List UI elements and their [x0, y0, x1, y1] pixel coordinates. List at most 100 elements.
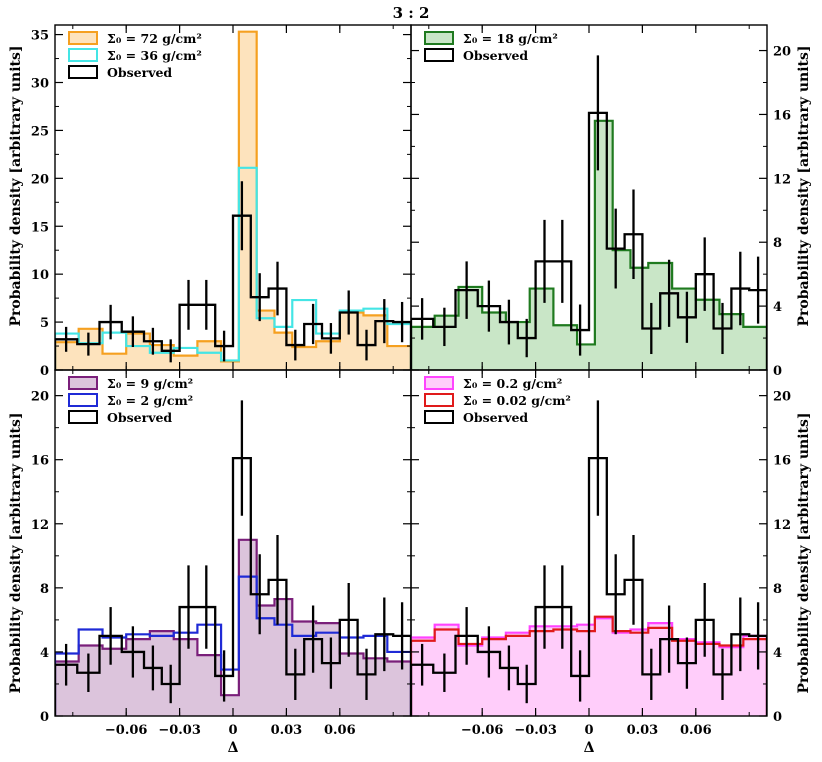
legend-swatch-bottom-right-1 [424, 393, 454, 407]
y-tick-label-bottom-left-4: 16 [31, 454, 49, 469]
y-tick-label-top-right-4: 16 [773, 108, 791, 123]
panel-plot-area [411, 55, 767, 370]
x-axis-title-left: Δ [228, 740, 239, 756]
series-line-top-right-0 [411, 119, 767, 370]
bin-bottom-right-s1-5 [530, 631, 554, 716]
x-tick-label-bottom-left-3: 0.03 [271, 723, 303, 738]
y-tick-label-top-left-6: 30 [31, 77, 49, 92]
legend-label-top-left-1: Σ₀ = 36 g/cm² [107, 48, 202, 63]
bin-top-left-s1-3 [126, 346, 150, 370]
series-line-top-left-1 [55, 166, 411, 370]
bin-bottom-left-s1-13 [340, 638, 364, 716]
y-tick-label-top-left-5: 25 [31, 124, 49, 139]
panel-plot-area [411, 400, 767, 716]
y-tick-label-bottom-left-3: 12 [31, 518, 49, 533]
y-tick-label-bottom-right-4: 16 [773, 454, 791, 469]
legend-bottom-right: Σ₀ = 0.2 g/cm² Σ₀ = 0.02 g/cm² Observed [424, 376, 571, 425]
legend-swatch-bottom-left-2 [68, 410, 98, 424]
legend-label-top-left-0: Σ₀ = 72 g/cm² [107, 31, 202, 46]
bin-top-right-s0-15 [743, 327, 767, 370]
panel-plot-area [55, 30, 411, 370]
figure-title: 3 : 2 [393, 4, 430, 22]
observed-histogram-bottom-left [55, 456, 411, 716]
x-tick-label-bottom-left-2: 0 [228, 723, 237, 738]
legend-label-bottom-right-2: Observed [463, 410, 528, 425]
y-tick-label-top-right-3: 12 [773, 172, 791, 187]
y-tick-label-top-left-7: 35 [31, 29, 49, 44]
bin-bottom-right-s1-12 [672, 641, 696, 716]
legend-swatch-bottom-left-0 [68, 376, 98, 390]
x-axis-title-right: Δ [584, 740, 595, 756]
legend-bottom-left: Σ₀ = 9 g/cm² Σ₀ = 2 g/cm² Observed [68, 376, 193, 425]
y-tick-label-bottom-right-2: 8 [773, 582, 782, 597]
legend-swatch-top-right-1 [424, 48, 454, 62]
y-tick-label-bottom-right-3: 12 [773, 518, 791, 533]
bin-top-right-s0-12 [672, 289, 696, 370]
legend-label-top-right-1: Observed [463, 48, 528, 63]
y-tick-label-bottom-left-1: 4 [40, 646, 49, 661]
y-tick-label-bottom-left-2: 8 [40, 582, 49, 597]
legend-label-bottom-left-0: Σ₀ = 9 g/cm² [107, 376, 193, 391]
bin-top-right-s0-6 [553, 325, 577, 370]
y-axis-title-top-left: Probability density [arbitrary units] [8, 46, 24, 327]
series-line-bottom-right-1 [411, 615, 767, 716]
legend-label-bottom-right-1: Σ₀ = 0.02 g/cm² [463, 393, 571, 408]
y-axis-title-bottom-left: Probability density [arbitrary units] [8, 413, 24, 694]
bin-bottom-left-s1-3 [126, 634, 150, 716]
y-tick-label-bottom-right-5: 20 [773, 390, 791, 405]
legend-swatch-top-left-0 [68, 31, 98, 45]
bin-top-left-s1-9 [257, 318, 275, 370]
x-tick-label-bottom-left-1: −0.03 [158, 723, 201, 738]
bin-bottom-right-s1-9 [613, 631, 631, 716]
legend-top-left: Σ₀ = 72 g/cm² Σ₀ = 36 g/cm² Observed [68, 31, 202, 80]
bin-bottom-left-s1-10 [274, 625, 292, 716]
y-axis-title-top-right: Probability density [arbitrary units] [796, 46, 812, 327]
bin-bottom-right-s1-6 [553, 630, 577, 717]
bin-top-left-s1-1 [79, 343, 103, 370]
observed-histogram-top-right [411, 111, 767, 370]
legend-label-bottom-left-1: Σ₀ = 2 g/cm² [107, 393, 193, 408]
legend-top-right: Σ₀ = 18 g/cm² Observed [424, 31, 558, 63]
legend-label-bottom-right-0: Σ₀ = 0.2 g/cm² [463, 376, 562, 391]
bin-bottom-left-s1-8 [239, 577, 257, 716]
x-tick-label-bottom-right-4: 0.06 [680, 723, 712, 738]
bin-top-left-s1-13 [340, 311, 364, 370]
series-line-bottom-left-1 [55, 575, 411, 716]
x-tick-label-bottom-right-0: −0.06 [461, 723, 504, 738]
bin-bottom-left-s1-5 [174, 633, 198, 716]
bin-bottom-left-s1-12 [316, 633, 340, 716]
legend-swatch-top-right-0 [424, 31, 454, 45]
y-tick-label-top-left-3: 15 [31, 220, 49, 235]
panels-group: 0 5 10 15 20 25 30 35 Σ₀ = 72 g/cm² Σ₀ = 36 g/cm²… [31, 24, 791, 738]
bin-top-left-s1-6 [197, 353, 221, 370]
legend-label-top-left-2: Observed [107, 65, 172, 80]
x-tick-label-bottom-right-2: 0 [584, 723, 593, 738]
y-axis-title-bottom-right: Probability density [arbitrary units] [796, 413, 812, 694]
bin-bottom-right-s1-3 [482, 639, 506, 716]
observed-histogram-bottom-right [411, 456, 767, 716]
bin-top-right-s0-13 [696, 300, 720, 370]
y-tick-label-top-right-5: 20 [773, 45, 791, 60]
x-tick-label-bottom-right-3: 0.03 [627, 723, 659, 738]
x-tick-label-bottom-right-1: −0.03 [514, 723, 557, 738]
bin-top-right-s0-5 [530, 289, 554, 370]
legend-swatch-bottom-left-1 [68, 393, 98, 407]
legend-label-bottom-left-2: Observed [107, 410, 172, 425]
y-tick-label-bottom-right-0: 0 [773, 710, 782, 725]
bin-bottom-right-s1-15 [743, 639, 767, 716]
panel-plot-area [55, 400, 411, 716]
x-tick-label-bottom-left-0: −0.06 [105, 723, 148, 738]
bin-top-left-s1-2 [103, 333, 127, 370]
observed-histogram-top-left [55, 214, 411, 370]
y-tick-label-top-left-2: 10 [31, 268, 49, 283]
bin-bottom-left-s1-6 [197, 625, 221, 716]
legend-swatch-bottom-right-2 [424, 410, 454, 424]
y-tick-label-top-right-2: 8 [773, 236, 782, 251]
y-tick-label-top-right-0: 0 [773, 364, 782, 379]
y-tick-label-bottom-right-1: 4 [773, 646, 782, 661]
legend-swatch-bottom-right-0 [424, 376, 454, 390]
bin-bottom-right-s1-8 [595, 617, 613, 716]
y-tick-label-bottom-left-0: 0 [40, 710, 49, 725]
bin-bottom-right-s1-2 [459, 644, 483, 716]
